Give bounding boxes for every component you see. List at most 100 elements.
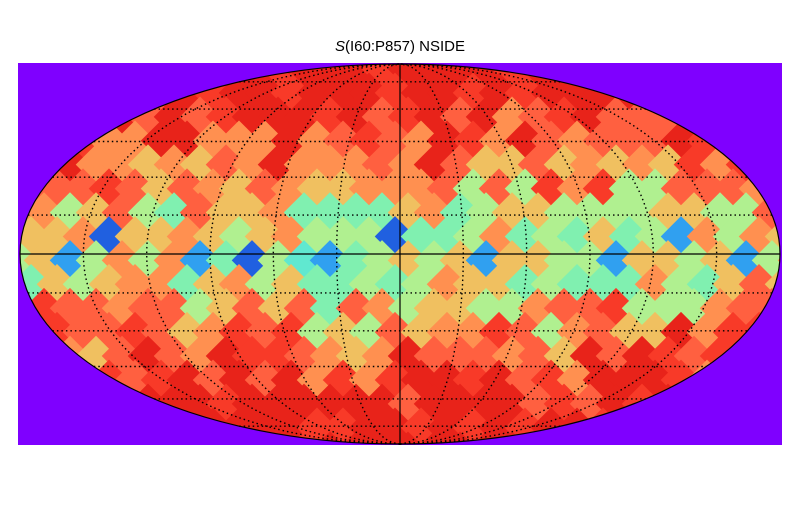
sky-cell bbox=[413, 96, 455, 138]
meridian-line bbox=[399, 63, 528, 445]
sky-cell bbox=[791, 168, 800, 209]
sky-cell bbox=[127, 287, 169, 329]
sky-cell bbox=[387, 144, 429, 185]
sky-cell bbox=[517, 144, 559, 185]
sky-cell bbox=[374, 72, 416, 114]
sky-cell bbox=[348, 311, 390, 353]
sky-cell bbox=[647, 287, 689, 329]
sky-cell bbox=[270, 407, 312, 444]
sky-cell bbox=[309, 287, 351, 329]
map-outline bbox=[19, 63, 781, 445]
sky-cell bbox=[387, 96, 429, 138]
sky-cell bbox=[231, 383, 273, 425]
sky-cell bbox=[283, 96, 325, 138]
sky-cell bbox=[543, 144, 585, 185]
sky-cell bbox=[387, 287, 429, 329]
sky-cell bbox=[244, 407, 286, 444]
sky-cell bbox=[101, 287, 143, 329]
sky-cell bbox=[244, 311, 286, 353]
sky-cell bbox=[426, 216, 468, 257]
sky-cell bbox=[270, 120, 312, 162]
sky-cell bbox=[439, 240, 481, 281]
sky-cell bbox=[270, 311, 312, 353]
meridian-line bbox=[272, 63, 401, 445]
sky-cell bbox=[257, 192, 299, 233]
sky-cell bbox=[569, 287, 611, 329]
sky-cell bbox=[322, 72, 364, 114]
sky-cell bbox=[49, 287, 91, 329]
sky-cell bbox=[452, 72, 494, 114]
sky-cell bbox=[530, 311, 572, 353]
sky-cell bbox=[322, 216, 364, 257]
sky-cell bbox=[322, 168, 364, 209]
sky-cell bbox=[621, 144, 663, 185]
sky-cell bbox=[595, 287, 637, 329]
sky-cell bbox=[296, 407, 338, 444]
sky-cell bbox=[400, 120, 442, 162]
sky-cell bbox=[257, 144, 299, 185]
sky-cell bbox=[335, 96, 377, 138]
sky-cell bbox=[465, 144, 507, 185]
sky-cell bbox=[335, 192, 377, 233]
sky-cell bbox=[582, 311, 624, 353]
sky-cell bbox=[673, 144, 715, 185]
sky-cell bbox=[686, 311, 728, 353]
sky-cell bbox=[309, 240, 351, 281]
sky-cell bbox=[387, 64, 429, 90]
sky-cell bbox=[231, 287, 273, 329]
sky-cell bbox=[647, 144, 689, 185]
sky-cell bbox=[595, 383, 637, 425]
sky-cell bbox=[712, 311, 754, 353]
sky-cell bbox=[296, 120, 338, 162]
sky-cell bbox=[660, 311, 702, 353]
sky-cell bbox=[791, 216, 800, 257]
sky-cell bbox=[205, 144, 247, 185]
sky-cell bbox=[400, 216, 442, 257]
sky-cell bbox=[270, 168, 312, 209]
sky-cell bbox=[348, 407, 390, 444]
sky-cell bbox=[231, 144, 273, 185]
sky-cell bbox=[257, 383, 299, 425]
sky-cell bbox=[335, 64, 377, 90]
sky-cell bbox=[725, 287, 767, 329]
sky-cell bbox=[322, 407, 364, 444]
sky-cell bbox=[361, 240, 403, 281]
sky-cell bbox=[179, 287, 221, 329]
sky-cell bbox=[517, 383, 559, 425]
sky-cell bbox=[465, 240, 507, 281]
sky-cell bbox=[400, 168, 442, 209]
sky-cell bbox=[309, 96, 351, 138]
sky-cell bbox=[791, 408, 800, 449]
sky-cell bbox=[257, 240, 299, 281]
sky-cell bbox=[439, 144, 481, 185]
sky-cell bbox=[439, 96, 481, 138]
sky-cell bbox=[270, 216, 312, 257]
sky-cell bbox=[374, 311, 416, 353]
sky-cell bbox=[400, 407, 442, 444]
sky-cell bbox=[556, 311, 598, 353]
sky-cell bbox=[153, 287, 195, 329]
sky-cell bbox=[283, 144, 325, 185]
sky-cell bbox=[426, 407, 468, 444]
chart-title-rest: (I60:P857) NSIDE bbox=[344, 38, 466, 55]
sky-cell bbox=[634, 311, 676, 353]
sky-cell bbox=[608, 311, 650, 353]
sky-cell bbox=[361, 383, 403, 425]
sky-cell bbox=[413, 64, 455, 90]
sky-cell bbox=[465, 287, 507, 329]
sky-cell bbox=[309, 192, 351, 233]
sky-cell bbox=[283, 240, 325, 281]
sky-cell bbox=[23, 287, 65, 329]
sky-cell bbox=[257, 287, 299, 329]
sky-cell bbox=[179, 383, 221, 425]
sky-cell bbox=[361, 144, 403, 185]
sky-cell bbox=[517, 287, 559, 329]
sky-cell bbox=[348, 216, 390, 257]
sky-cell bbox=[439, 383, 481, 425]
sky-cell bbox=[361, 192, 403, 233]
sky-cell bbox=[205, 383, 247, 425]
sky-cell bbox=[322, 311, 364, 353]
sky-cell bbox=[296, 311, 338, 353]
sky-cell bbox=[543, 383, 585, 425]
